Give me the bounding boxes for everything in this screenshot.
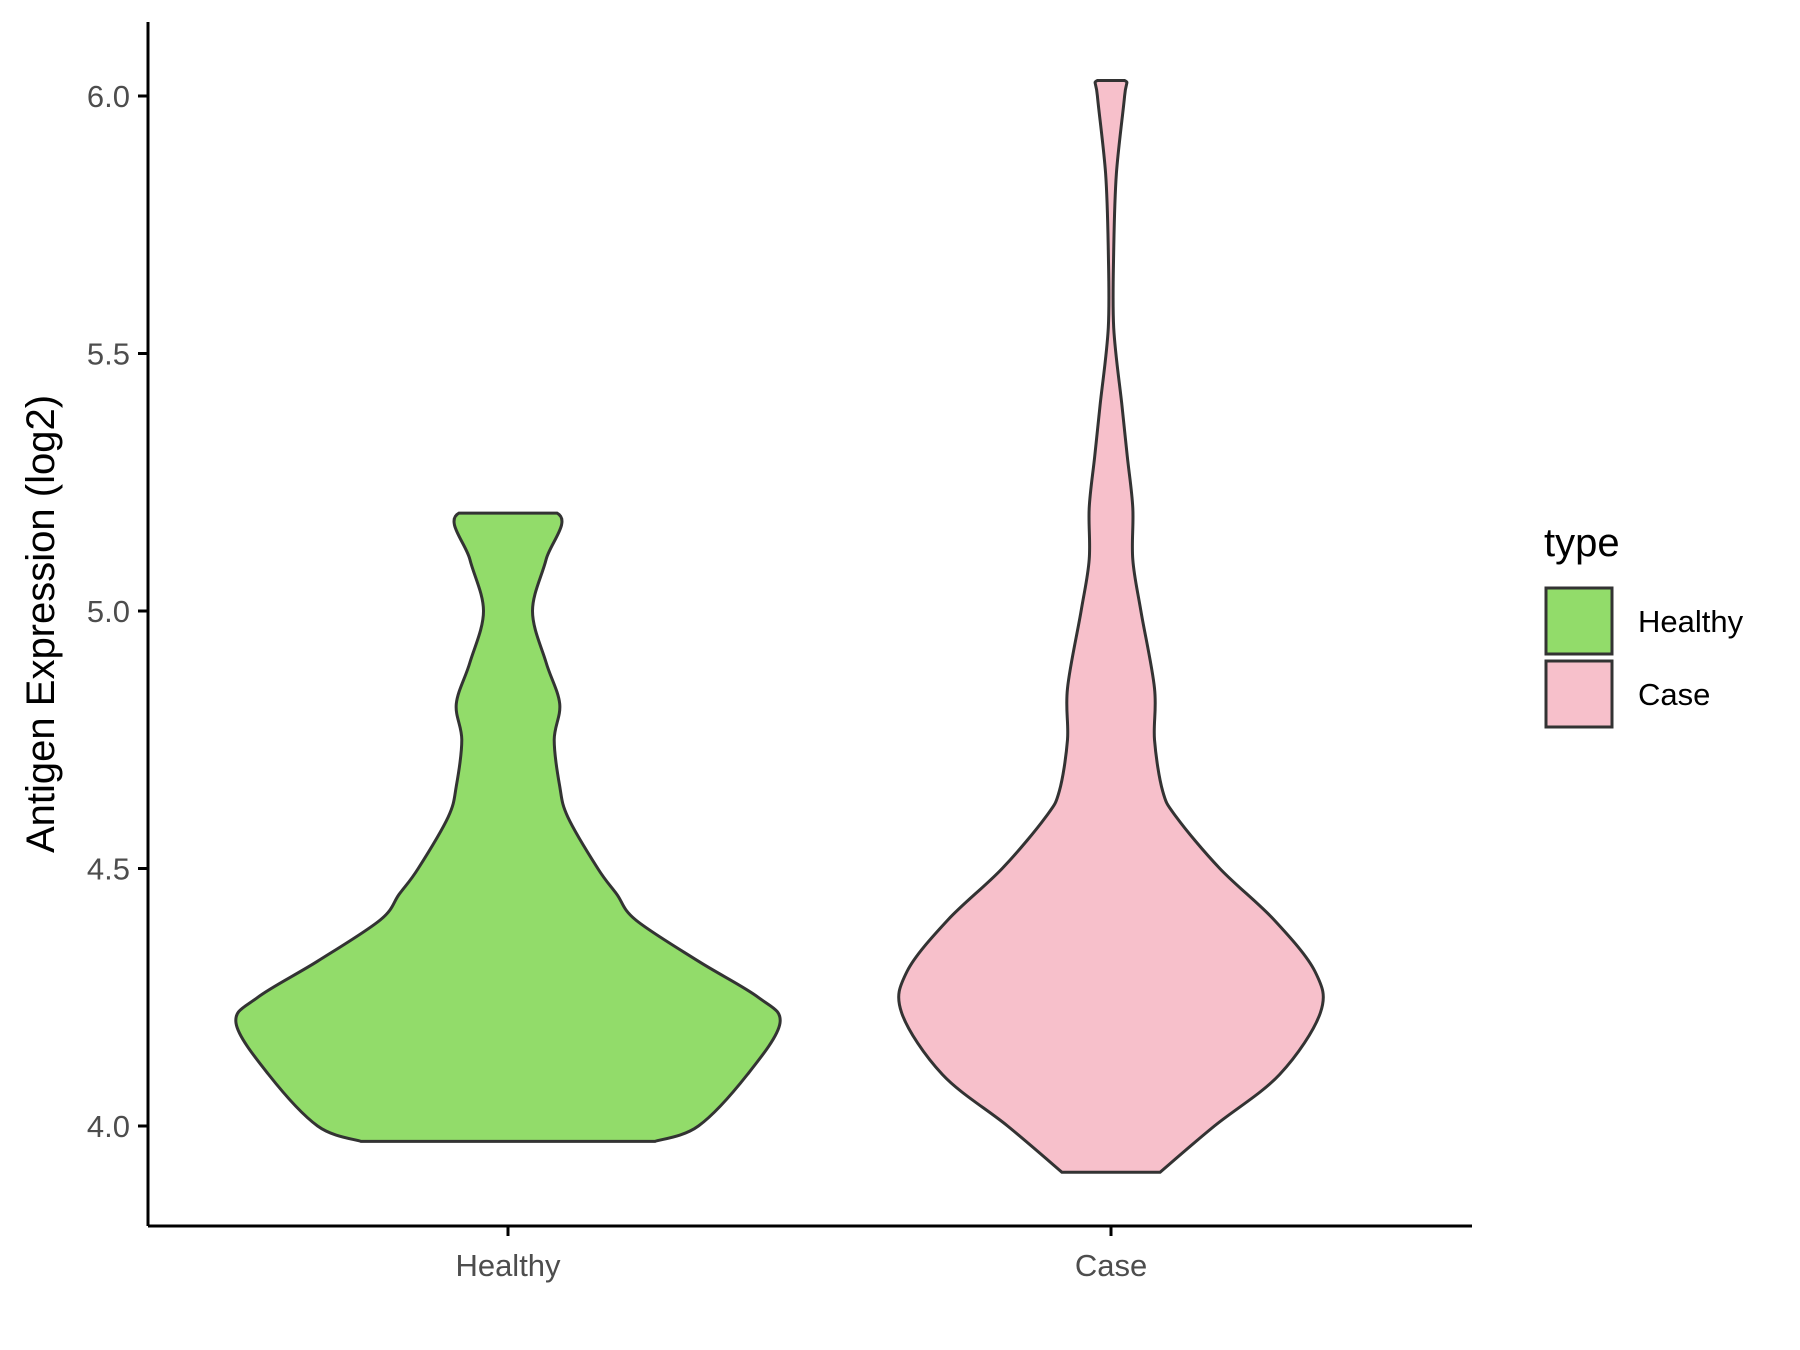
x-tick-label: Healthy bbox=[455, 1248, 561, 1283]
legend-swatch-case bbox=[1544, 659, 1614, 729]
legend-title: type bbox=[1544, 521, 1620, 565]
y-tick-label: 5.5 bbox=[87, 337, 130, 372]
legend-label-healthy: Healthy bbox=[1638, 604, 1744, 639]
violin-case bbox=[897, 79, 1325, 1174]
x-axis: Healthy Case bbox=[148, 1224, 1472, 1283]
y-axis-title: Antigen Expression (log2) bbox=[19, 395, 63, 853]
x-tick-label: Case bbox=[1075, 1248, 1147, 1283]
legend-swatch-healthy bbox=[1544, 586, 1614, 656]
legend-label-case: Case bbox=[1638, 677, 1710, 712]
y-tick-label: 4.5 bbox=[87, 852, 130, 887]
violin-healthy bbox=[234, 511, 782, 1143]
plot-area bbox=[234, 79, 1325, 1174]
legend: type Healthy Case bbox=[1544, 521, 1744, 729]
y-tick-label: 5.0 bbox=[87, 594, 130, 629]
y-tick-label: 6.0 bbox=[87, 79, 130, 114]
y-tick-label: 4.0 bbox=[87, 1109, 130, 1144]
y-axis: 4.0 4.5 5.0 5.5 6.0 bbox=[87, 22, 150, 1226]
